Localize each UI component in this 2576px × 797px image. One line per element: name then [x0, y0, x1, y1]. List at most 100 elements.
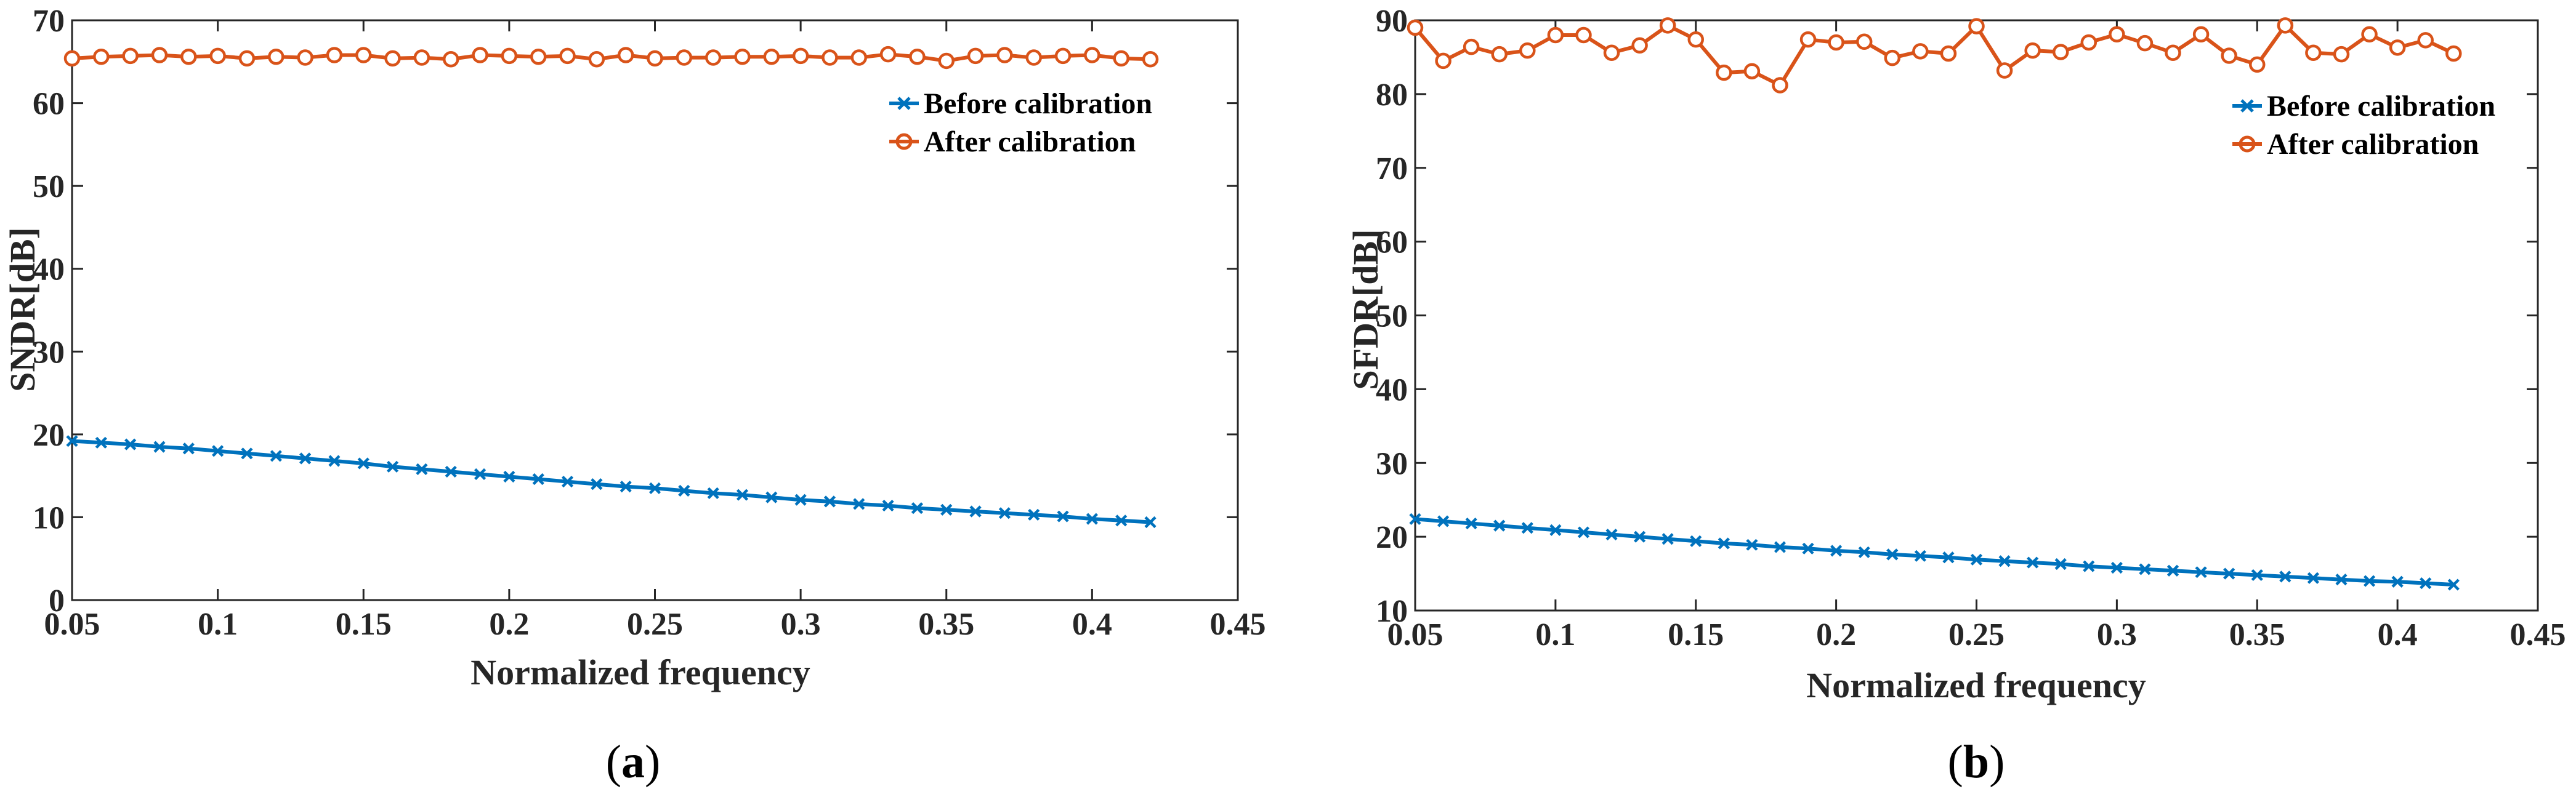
chart-a-data-point	[151, 47, 168, 63]
chart-b-legend-before-label: Before calibration	[2267, 90, 2495, 122]
chart-b-data-point	[1435, 52, 1452, 70]
chart-a-data-point	[503, 470, 515, 483]
chart-a-y-tick-label: 30	[33, 335, 65, 370]
chart-b-x-tick-label: 0.15	[1668, 617, 1724, 652]
chart-a-data-point	[472, 47, 488, 63]
chart-b-data-point	[1940, 45, 1957, 62]
chart-b-x-tick-label: 0.1	[1535, 617, 1575, 652]
chart-a-data-point	[707, 487, 719, 499]
chart-b: 0.05 0.1 0.15 0.2 0.25 0.3 0.35 0.4 0.45 10 20 30 4…	[1346, 4, 2566, 788]
chart-a-data-point	[326, 47, 343, 63]
chart-a-data-point	[996, 47, 1013, 63]
chart-a-caption-letter: a	[621, 736, 645, 788]
chart-a-data-point	[678, 484, 690, 497]
chart-b-data-point	[1830, 545, 1843, 557]
chart-a-data-point	[1054, 47, 1072, 65]
chart-b-series-line	[1415, 517, 2454, 587]
chart-b-legend-after-marker	[2239, 135, 2256, 153]
chart-a-data-point	[95, 436, 107, 449]
chart-b-data-point	[1465, 517, 1477, 530]
chart-b-data-point	[2165, 44, 2181, 61]
chart-b-x-tick-label: 0.35	[2229, 617, 2285, 652]
chart-a-data-point	[299, 452, 312, 465]
chart-a-data-point	[591, 478, 603, 491]
chart-a-data-point	[792, 47, 809, 65]
chart-b-data-point	[2251, 569, 2263, 582]
chart-a-data-point	[734, 48, 751, 65]
chart-b-x-tick-label: 0.3	[2097, 617, 2137, 652]
chart-b-x-ticks: 0.05 0.1 0.15 0.2 0.25 0.3 0.35 0.4 0.45	[1387, 20, 2566, 652]
chart-a-x-tick-label: 0.05	[44, 607, 100, 642]
chart-a-data-point	[297, 49, 313, 66]
chart-b-legend-after-label: After calibration	[2267, 128, 2479, 161]
chart-b-data-point	[2027, 556, 2039, 569]
chart-a-data-point	[268, 48, 285, 65]
chart-b-data-point	[1659, 17, 1676, 34]
chart-b-caption: (b)	[1948, 736, 2005, 788]
chart-b-data-point	[2223, 567, 2235, 580]
chart-b-data-point	[1914, 550, 1926, 562]
chart-a-data-point	[940, 503, 953, 516]
chart-a-data-point	[648, 482, 661, 494]
chart-b-y-tick-label: 20	[1376, 520, 1408, 555]
chart-b-y-tick-label: 70	[1376, 151, 1408, 186]
chart-a-data-point	[445, 465, 457, 478]
chart-b-data-point	[2361, 26, 2378, 43]
chart-b-data-point	[1661, 533, 1674, 545]
chart-b-data-point	[1743, 63, 1761, 79]
chart-a-legend-before-marker	[897, 97, 911, 110]
chart-b-data-point	[1996, 62, 2013, 79]
chart-a-data-point	[882, 499, 894, 512]
chart-b-y-tick-label: 60	[1376, 225, 1408, 260]
chart-b-y-axis-label: SFDR[dB]	[1346, 229, 1386, 390]
chart-a-y-tick-label: 60	[33, 87, 65, 122]
chart-a-data-point	[561, 475, 574, 488]
chart-a-data-point	[122, 47, 139, 65]
chart-b-data-point	[2221, 47, 2237, 64]
chart-b-y-tick-label: 80	[1376, 78, 1408, 113]
chart-a-x-tick-label: 0.1	[198, 607, 238, 642]
chart-a-x-axis-label: Normalized frequency	[470, 652, 810, 692]
chart-a-data-point	[416, 463, 428, 475]
chart-b-data-point	[1687, 31, 1704, 48]
chart-a-data-point	[850, 49, 868, 66]
chart-b-data-point	[1463, 38, 1480, 55]
chart-a-data-point	[967, 47, 984, 65]
chart-b-y-tick-label: 50	[1376, 299, 1408, 334]
chart-b-data-point	[1407, 19, 1424, 36]
chart-a-data-point	[124, 438, 137, 451]
chart-a-data-point	[1025, 49, 1042, 66]
chart-b-series-after-calibration	[1407, 17, 2462, 94]
chart-b-x-tick-label: 0.05	[1387, 617, 1443, 652]
chart-b-data-point	[2136, 34, 2154, 52]
chart-a-plot-area	[71, 19, 1239, 601]
chart-b-data-point	[2080, 34, 2098, 51]
chart-b-data-point	[2195, 566, 2207, 579]
chart-b-data-point	[1690, 535, 1702, 547]
chart-b-data-point	[2279, 571, 2291, 583]
chart-a-legend-after-label: After calibration	[924, 126, 1136, 158]
chart-b-data-point	[2052, 44, 2069, 60]
chart-a-data-point	[474, 468, 487, 481]
chart-b-data-point	[2389, 39, 2406, 56]
chart-a-data-point	[879, 46, 897, 63]
chart-b-data-point	[1942, 551, 1955, 564]
chart-a-data-point	[823, 495, 836, 508]
chart-a-x-tick-label: 0.35	[918, 607, 974, 642]
chart-a-x-tick-label: 0.15	[336, 607, 392, 642]
chart-a-data-point	[853, 498, 865, 510]
chart-a-y-axis-label: SNDR[dB]	[2, 227, 42, 392]
chart-a-data-point	[413, 49, 430, 66]
chart-a-x-tick-label: 0.4	[1072, 607, 1112, 642]
chart-a-series-line	[71, 439, 1151, 524]
chart-b-data-point	[1491, 46, 1508, 63]
chart-b-data-point	[1577, 526, 1590, 539]
chart-b-data-point	[2417, 32, 2434, 49]
chart-a-data-point	[238, 50, 256, 67]
chart-a-data-point	[998, 507, 1011, 519]
chart-b-data-point	[1774, 541, 1787, 553]
chart-b-y-tick-label: 40	[1376, 372, 1408, 407]
chart-a-data-point	[705, 49, 722, 66]
chart-a-data-point	[209, 47, 226, 65]
chart-a-data-point	[357, 457, 369, 470]
